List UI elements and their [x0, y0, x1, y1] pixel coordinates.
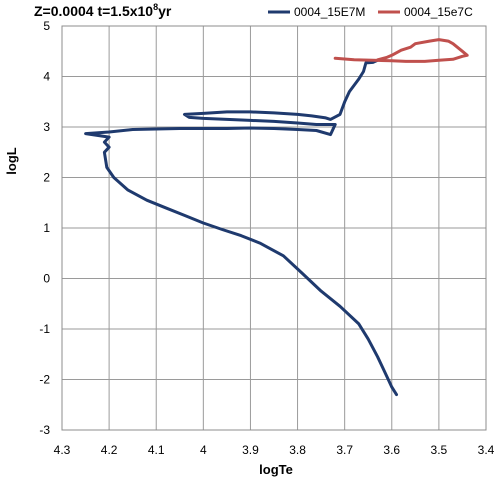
- x-tick-label: 4: [200, 443, 207, 457]
- x-tick-label: 3.4: [478, 443, 495, 457]
- y-axis-tick-labels: -3 -2 -1 0 1 2 3 4 5: [39, 19, 50, 437]
- x-tick-label: 4.2: [101, 443, 118, 457]
- y-tick-label: 4: [43, 70, 50, 84]
- series-line-0004-15e7m: [84, 58, 398, 397]
- series-line-0004-15e7c: [333, 38, 469, 63]
- y-tick-label: 0: [43, 272, 50, 286]
- x-tick-label: 3.6: [383, 443, 400, 457]
- y-tick-label: -3: [39, 423, 50, 437]
- chart-title-main: Z=0.0004 t=1.5x10: [34, 3, 153, 19]
- y-tick-label: -2: [39, 373, 50, 387]
- chart-title-suffix: yr: [158, 3, 172, 19]
- y-tick-label: 3: [43, 120, 50, 134]
- plot-area-border: [61, 25, 487, 431]
- chart-title: Z=0.0004 t=1.5x108yr: [34, 2, 172, 19]
- y-tick-label: -1: [39, 322, 50, 336]
- y-axis-title: logL: [4, 147, 19, 174]
- x-tick-label: 3.5: [431, 443, 448, 457]
- y-tick-label: 5: [43, 19, 50, 33]
- legend-label-0004-15e7c: 0004_15e7C: [404, 5, 473, 19]
- x-axis-tick-labels: 4.3 4.2 4.1 4 3.9 3.8 3.7 3.6 3.5 3.4: [54, 443, 495, 457]
- x-tick-label: 3.7: [336, 443, 353, 457]
- x-axis-title: logTe: [259, 462, 293, 477]
- y-tick-label: 2: [43, 171, 50, 185]
- legend-label-0004-15e7m: 0004_15E7M: [294, 5, 365, 19]
- y-tick-label: 1: [43, 221, 50, 235]
- series-lines: [84, 38, 469, 397]
- chart-title-superscript: 8: [153, 2, 158, 12]
- x-tick-label: 3.8: [289, 443, 306, 457]
- legend: 0004_15E7M 0004_15e7C: [268, 5, 473, 19]
- x-tick-label: 4.3: [54, 443, 71, 457]
- x-tick-label: 4.1: [148, 443, 165, 457]
- x-tick-label: 3.9: [242, 443, 259, 457]
